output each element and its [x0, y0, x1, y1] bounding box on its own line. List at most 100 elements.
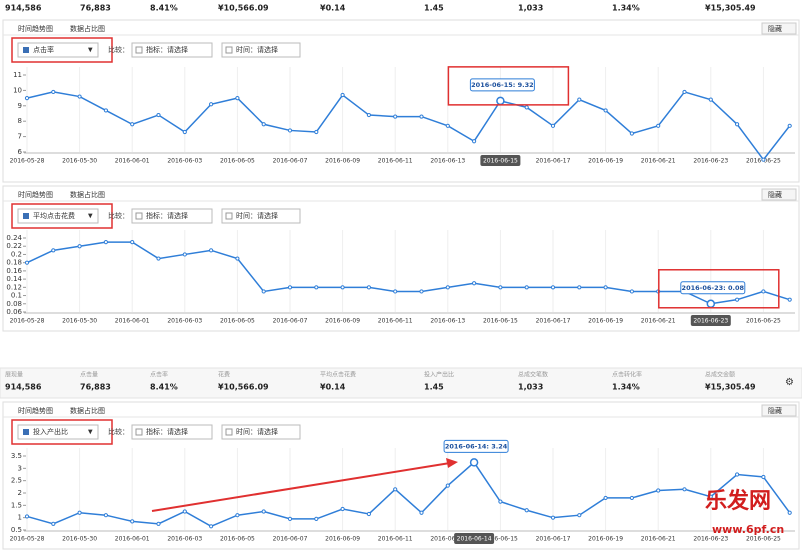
stat-label: 投入产出比 — [424, 371, 454, 379]
y-tick-label: 0.14 — [6, 275, 22, 283]
gear-icon[interactable]: ⚙ — [785, 377, 794, 388]
x-tick-label: 2016-06-07 — [273, 158, 308, 165]
point — [393, 487, 398, 492]
x-tick-label: 2016-06-23 — [693, 158, 728, 165]
compare-label: 比较： — [108, 45, 129, 54]
point — [261, 509, 266, 514]
tab[interactable]: 数据占比图 — [70, 406, 105, 415]
x-tick-label: 2016-06-11 — [378, 318, 413, 325]
point — [182, 252, 187, 257]
tooltip — [443, 439, 509, 453]
stat-value: 1,033 — [518, 4, 543, 13]
x-tick-label: 2016-05-28 — [10, 158, 45, 165]
filter-dropdown[interactable] — [221, 42, 301, 58]
line — [26, 461, 791, 528]
x-tick-label: 2016-06-09 — [325, 158, 360, 165]
point — [577, 97, 582, 102]
point — [577, 285, 582, 290]
metric-dropdown[interactable] — [17, 208, 99, 224]
dropdown-caret: ▼ — [88, 429, 93, 436]
x-tick-label: 2016-06-17 — [536, 318, 571, 325]
x-tick-label: 2016-05-28 — [10, 318, 45, 325]
tab[interactable]: 时间趋势图 — [18, 190, 53, 199]
panel — [2, 185, 800, 332]
filter-label[interactable]: 时间：请选择 — [236, 211, 278, 220]
hide-button[interactable] — [761, 404, 797, 417]
point — [51, 89, 56, 95]
filter-label[interactable]: 时间：请选择 — [236, 45, 278, 54]
filter-checkbox[interactable] — [225, 428, 233, 436]
y-tick-label: 8 — [18, 117, 22, 125]
tab[interactable]: 数据占比图 — [70, 24, 105, 33]
stats-bar — [0, 367, 802, 399]
tab[interactable]: 时间趋势图 — [18, 406, 53, 415]
x-tick-label: 2016-06-05 — [220, 158, 255, 165]
metric-label[interactable]: 投入产出比 — [33, 427, 68, 436]
y-tick-label: 1 — [18, 514, 22, 522]
y-tick-label: 1.5 — [11, 501, 22, 509]
point — [498, 285, 503, 290]
filter-checkbox[interactable] — [135, 428, 143, 436]
y-tick-label: 0.16 — [6, 267, 22, 275]
x-tick-label: 2016-05-30 — [62, 158, 97, 165]
point — [472, 281, 477, 286]
filter-checkbox[interactable] — [225, 212, 233, 220]
annotation-arrow — [151, 462, 451, 512]
hide-button-label[interactable]: 隐藏 — [768, 24, 782, 33]
point — [419, 114, 424, 119]
x-tick-label: 2016-06-15 — [483, 536, 518, 543]
x-tick-label: 2016-06-03 — [167, 536, 202, 543]
tab[interactable]: 时间趋势图 — [18, 24, 53, 33]
filter-label[interactable]: 时间：请选择 — [236, 427, 278, 436]
filter-dropdown[interactable] — [221, 208, 301, 224]
stats-bar — [0, 0, 802, 18]
point — [445, 483, 450, 488]
stat-value: 76,883 — [80, 383, 111, 392]
y-tick-label: 2.5 — [11, 477, 22, 485]
metric-dropdown[interactable] — [17, 42, 99, 58]
point — [787, 297, 792, 302]
hide-button[interactable] — [761, 188, 797, 201]
stat-value: 914,586 — [5, 383, 42, 392]
metric-label[interactable]: 点击率 — [33, 45, 54, 54]
point — [761, 289, 766, 294]
hide-button-label[interactable]: 隐藏 — [768, 190, 782, 199]
stat-label: 展现量 — [5, 372, 23, 379]
filter-dropdown[interactable] — [221, 424, 301, 440]
highlight-date-box — [690, 315, 731, 326]
x-tick-label: 2016-06-01 — [115, 318, 150, 325]
metric-label[interactable]: 平均点击花费 — [33, 211, 75, 220]
y-tick-label: 6 — [18, 148, 23, 156]
filter-checkbox[interactable] — [225, 46, 233, 54]
watermark-url: www.6pf.cn — [712, 523, 784, 536]
hide-button-label[interactable]: 隐藏 — [768, 406, 782, 415]
point — [130, 240, 135, 245]
stat-value: 1.34% — [612, 4, 640, 13]
hide-button[interactable] — [761, 22, 797, 35]
metric-dropdown[interactable] — [17, 424, 99, 440]
point — [524, 508, 529, 513]
point — [340, 285, 345, 290]
tooltip — [469, 78, 535, 92]
point — [314, 129, 319, 135]
filter-dropdown[interactable] — [131, 42, 213, 58]
point — [287, 516, 293, 522]
highlight-date-box — [480, 155, 521, 166]
point — [445, 123, 450, 128]
point — [761, 157, 766, 162]
filter-label[interactable]: 指标：请选择 — [146, 211, 188, 220]
y-tick-label: 2 — [18, 489, 22, 497]
x-tick-label: 2016-06-13 — [430, 536, 465, 543]
point — [209, 524, 214, 529]
tab[interactable]: 数据占比图 — [70, 190, 105, 199]
filter-dropdown[interactable] — [131, 424, 213, 440]
x-tick-label: 2016-06-19 — [588, 158, 623, 165]
filter-label[interactable]: 指标：请选择 — [146, 45, 188, 54]
filter-dropdown[interactable] — [131, 208, 213, 224]
y-tick-label: 0.5 — [11, 526, 22, 534]
filter-checkbox[interactable] — [135, 212, 143, 220]
filter-checkbox[interactable] — [135, 46, 143, 54]
compare-label: 比较： — [108, 211, 129, 220]
filter-label[interactable]: 指标：请选择 — [146, 427, 188, 436]
